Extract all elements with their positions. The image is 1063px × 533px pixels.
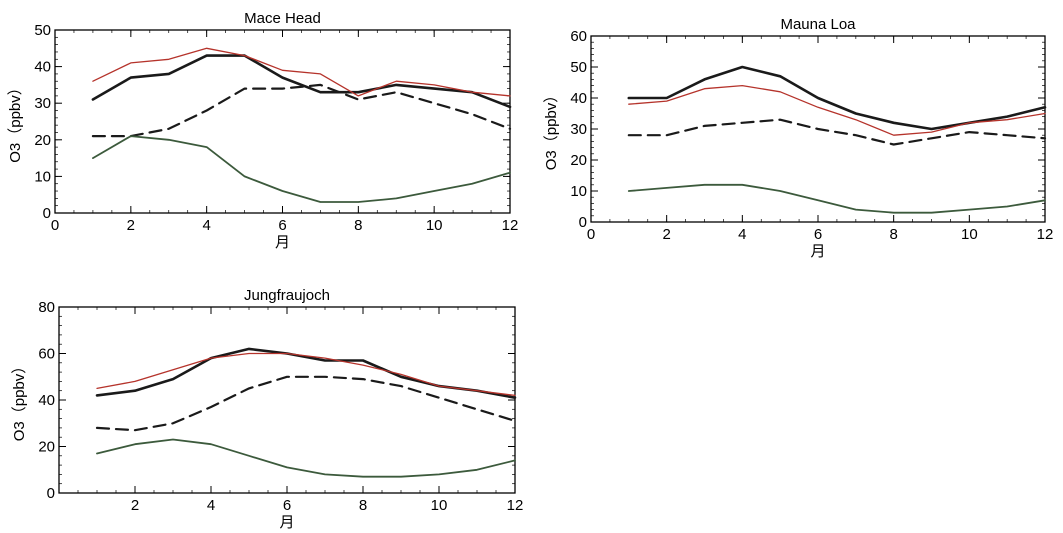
panel-jungfraujoch: 2 4 6 8 10 12 0 20 40 60 80 Jungfraujoch 月 O3（ppbv） — [11, 287, 523, 531]
x-tick-label: 4 — [738, 226, 746, 243]
y-tick-label: 20 — [570, 152, 587, 169]
panel-mace-head: 0 2 4 6 8 10 12 0 10 20 30 40 50 Mace Head 月 O3（ppbv） — [7, 10, 518, 251]
y-tick-label: 10 — [34, 168, 51, 185]
series-red-line — [96, 352, 516, 397]
x-tick-label: 2 — [662, 226, 670, 243]
panel-mauna-loa: 0 2 4 6 8 10 12 0 10 20 30 40 50 60 Mauna Loa 月 O3（ppbv） — [543, 16, 1053, 260]
y-tick-label: 50 — [34, 22, 51, 39]
x-tick-label: 12 — [507, 497, 524, 514]
x-tick-label: 12 — [1037, 226, 1054, 243]
y-tick-label: 20 — [34, 132, 51, 149]
x-tick-label: 2 — [127, 217, 135, 234]
x-tick-label: 6 — [283, 497, 291, 514]
y-tick-label: 40 — [38, 392, 55, 409]
chart-title: Mauna Loa — [780, 16, 856, 33]
y-tick-label: 30 — [570, 121, 587, 138]
y-tick-label: 60 — [570, 28, 587, 45]
x-axis-label: 月 — [275, 234, 290, 251]
series-dashed-line — [627, 118, 1047, 146]
plot-frame — [54, 29, 511, 214]
x-axis-label: 月 — [810, 243, 825, 260]
y-axis-label: O3（ppbv） — [543, 88, 560, 171]
series-green-line — [96, 438, 516, 478]
y-tick-label: 10 — [570, 183, 587, 200]
y-tick-label: 20 — [38, 439, 55, 456]
x-tick-label: 8 — [359, 497, 367, 514]
series-dashed-line — [91, 83, 512, 138]
y-tick-label: 80 — [38, 299, 55, 316]
x-tick-label: 10 — [426, 217, 443, 234]
series-green-line — [92, 135, 511, 203]
x-tick-label: 6 — [814, 226, 822, 243]
y-axis-label: O3（ppbv） — [7, 80, 24, 163]
y-tick-label: 60 — [38, 346, 55, 363]
y-tick-label: 0 — [579, 214, 587, 231]
series-red-line — [92, 47, 511, 97]
x-tick-label: 12 — [502, 217, 519, 234]
chart-title: Jungfraujoch — [244, 287, 330, 304]
x-tick-label: 8 — [354, 217, 362, 234]
x-tick-label: 6 — [278, 217, 286, 234]
chart-title: Mace Head — [244, 10, 321, 27]
x-tick-label: 8 — [889, 226, 897, 243]
y-axis-label: O3（ppbv） — [11, 359, 28, 442]
x-tick-label: 10 — [431, 497, 448, 514]
series-red-line — [628, 84, 1046, 136]
series-green-line — [627, 183, 1046, 214]
y-tick-label: 30 — [34, 95, 51, 112]
x-tick-label: 10 — [961, 226, 978, 243]
series-black-line — [91, 54, 512, 109]
x-tick-label: 0 — [587, 226, 595, 243]
series-black-line — [627, 65, 1047, 131]
x-tick-label: 4 — [207, 497, 215, 514]
y-tick-label: 40 — [570, 90, 587, 107]
y-tick-label: 0 — [43, 205, 51, 222]
x-tick-label: 4 — [202, 217, 210, 234]
x-tick-label: 2 — [131, 497, 139, 514]
x-axis-label: 月 — [279, 514, 294, 531]
x-tick-label: 0 — [51, 217, 59, 234]
y-tick-label: 0 — [47, 485, 55, 502]
y-tick-label: 40 — [34, 59, 51, 76]
series-dashed-line — [95, 375, 517, 432]
y-tick-label: 50 — [570, 59, 587, 76]
